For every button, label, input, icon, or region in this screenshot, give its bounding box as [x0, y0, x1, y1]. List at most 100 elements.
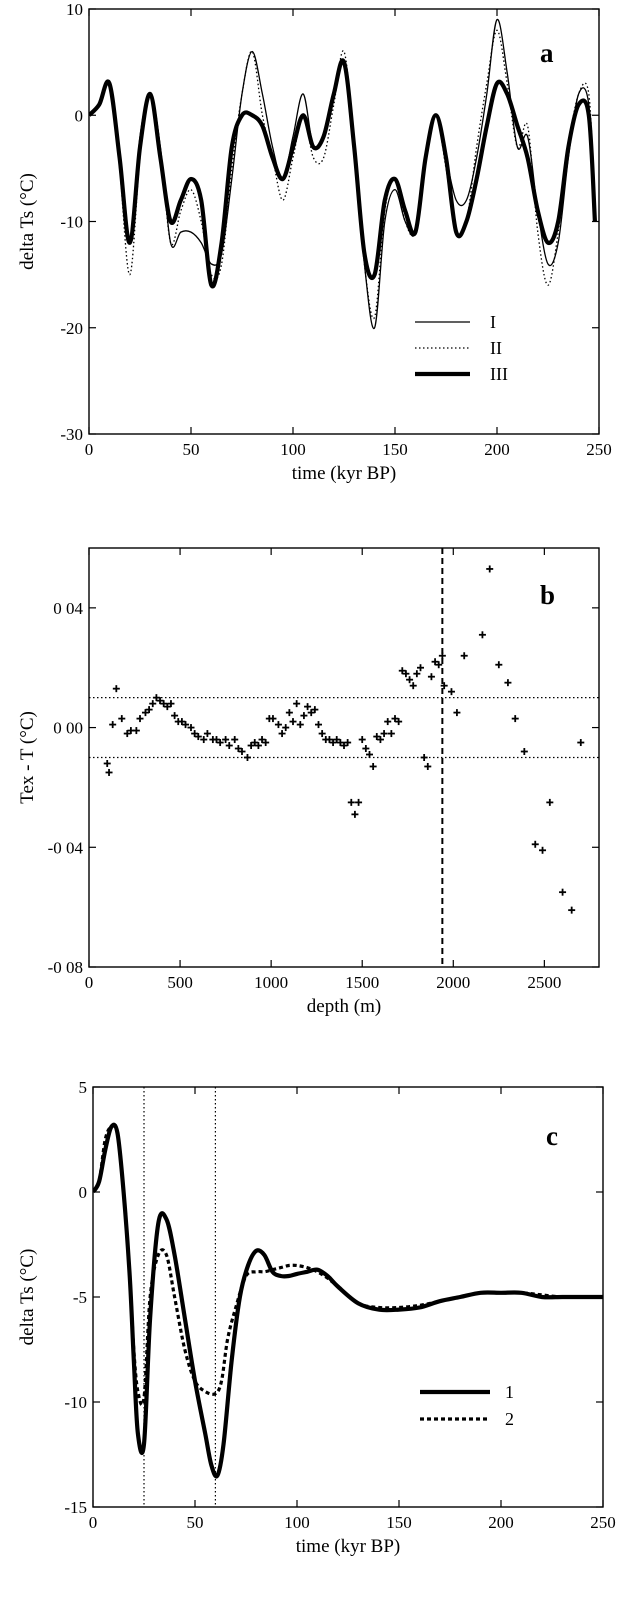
- data-point: [520, 748, 528, 756]
- data-point: [568, 906, 576, 914]
- panel-c-chart: 0 50 100 150 200 250 -15 -10 -5 0 5 time (kyr BP) de…: [17, 1078, 616, 1557]
- data-point: [187, 724, 195, 732]
- y-tick-label: -0 04: [48, 838, 84, 857]
- data-point: [156, 697, 164, 705]
- data-point: [402, 670, 410, 678]
- data-point: [258, 736, 266, 744]
- y-tick-label: 0 04: [53, 599, 83, 618]
- series-line-II: [89, 29, 596, 320]
- y-tick-label: -20: [60, 319, 83, 338]
- panel-a-chart: 0 50 100 150 200 250 -30 -20 -10 0 10 time (kyr BP)…: [17, 0, 612, 484]
- data-point: [486, 565, 494, 573]
- panel-label: a: [540, 38, 554, 68]
- data-point: [318, 730, 326, 738]
- data-point: [344, 739, 352, 747]
- data-point: [213, 736, 220, 744]
- x-tick-label: 0: [85, 973, 94, 992]
- data-point: [380, 730, 388, 738]
- data-point: [420, 754, 428, 761]
- data-point: [413, 670, 421, 678]
- x-tick-label: 1000: [254, 973, 288, 992]
- data-point: [216, 739, 224, 747]
- data-point: [531, 840, 539, 848]
- data-point: [243, 754, 251, 761]
- data-point: [262, 739, 270, 747]
- data-point: [440, 682, 448, 690]
- data-point: [167, 700, 175, 708]
- data-point: [427, 673, 435, 681]
- x-tick-label: 1500: [345, 973, 379, 992]
- data-point: [152, 694, 160, 702]
- panel-label: b: [540, 580, 555, 610]
- data-point: [384, 718, 392, 726]
- data-point: [539, 846, 547, 854]
- data-point: [431, 658, 439, 666]
- data-point: [293, 700, 301, 708]
- data-point: [460, 652, 468, 660]
- plot-frame: [88, 8, 600, 435]
- data-point: [369, 762, 377, 770]
- x-tick-label: 0: [89, 1513, 98, 1532]
- data-point: [447, 688, 455, 696]
- y-tick-label: 0 00: [53, 719, 83, 738]
- data-point: [329, 739, 337, 747]
- data-point: [406, 676, 414, 684]
- x-tick-label: 0: [85, 440, 94, 459]
- data-point: [424, 762, 432, 770]
- data-point: [123, 730, 131, 738]
- series-line-III: [89, 58, 598, 289]
- data-point: [136, 715, 144, 723]
- data-point: [376, 736, 384, 744]
- series-line-1: [93, 1122, 603, 1479]
- x-tick-label: 200: [484, 440, 510, 459]
- data-point: [387, 730, 395, 738]
- data-point: [495, 661, 503, 669]
- x-axis-label: depth (m): [307, 996, 381, 1017]
- y-axis-label: delta Ts (°C): [17, 173, 38, 270]
- data-point: [171, 712, 179, 720]
- x-tick-label: 150: [386, 1513, 412, 1532]
- data-point: [417, 664, 424, 672]
- data-point: [355, 798, 363, 806]
- data-point: [103, 759, 111, 767]
- y-tick-label: 5: [79, 1078, 88, 1097]
- data-point: [577, 739, 585, 747]
- data-point: [278, 730, 286, 738]
- y-tick-label: 0: [75, 106, 84, 125]
- x-tick-label: 50: [183, 440, 200, 459]
- data-point: [251, 739, 259, 747]
- y-axis-label: Tex - T (°C): [17, 711, 38, 804]
- data-point: [163, 703, 171, 711]
- y-tick-label: -15: [64, 1498, 87, 1517]
- data-point: [203, 730, 211, 738]
- data-point: [132, 727, 140, 735]
- data-point: [282, 724, 290, 732]
- data-point: [178, 718, 186, 726]
- data-point: [149, 700, 157, 708]
- data-point: [182, 721, 190, 729]
- x-tick-label: 50: [187, 1513, 204, 1532]
- data-point: [194, 733, 202, 741]
- x-tick-label: 2500: [527, 973, 561, 992]
- data-point: [231, 736, 239, 744]
- legend-label-2: 2: [505, 1409, 514, 1429]
- data-point: [109, 721, 117, 729]
- legend: 12: [420, 1382, 514, 1429]
- y-tick-label: -0 08: [48, 958, 83, 977]
- data-point: [511, 715, 519, 723]
- panel-label: c: [546, 1121, 558, 1151]
- data-point: [340, 742, 348, 750]
- data-point: [118, 715, 126, 723]
- data-point: [225, 742, 233, 750]
- data-point: [289, 718, 297, 726]
- data-point: [296, 721, 304, 729]
- x-tick-label: 500: [167, 973, 193, 992]
- data-point: [247, 742, 255, 750]
- data-point: [395, 718, 403, 726]
- data-point: [347, 798, 355, 806]
- x-tick-label: 250: [586, 440, 612, 459]
- plot-area: [93, 1087, 603, 1507]
- x-axis-label: time (kyr BP): [296, 1536, 401, 1557]
